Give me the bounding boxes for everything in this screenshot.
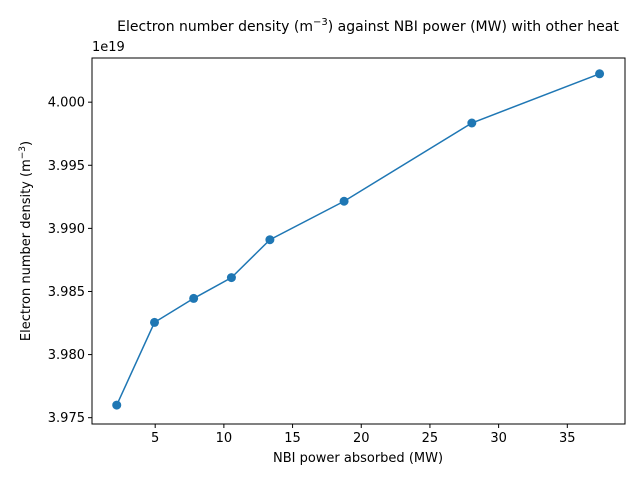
x-tick-label: 35: [559, 431, 576, 446]
chart-title-exponent: −3: [313, 17, 328, 28]
y-axis-label: Electron number density (m−3): [18, 141, 34, 341]
x-tick-label: 25: [422, 431, 439, 446]
data-point: [595, 69, 605, 79]
x-tick-label: 15: [284, 431, 301, 446]
y-axis-label-suffix: ): [19, 141, 34, 146]
data-point: [265, 235, 275, 245]
chart-title-suffix: ) against NBI power (MW) with other heat: [328, 19, 620, 35]
y-axis: 3.975 3.980 3.985 3.990 3.995 4.000: [48, 96, 92, 426]
plot-area: [91, 57, 626, 425]
y-axis-label-prefix: Electron number density (m: [19, 159, 34, 341]
x-tick-label: 5: [151, 431, 159, 446]
x-tick-label: 30: [490, 431, 507, 446]
y-tick-label: 3.990: [48, 222, 85, 237]
y-offset-label: 1e19: [92, 40, 125, 55]
y-axis-label-exponent: −3: [18, 146, 28, 159]
y-tick-label: 3.985: [48, 285, 85, 300]
series-line: [116, 73, 600, 406]
chart-title: Electron number density (m−3) against NB…: [117, 17, 619, 35]
x-tick-label: 10: [216, 431, 233, 446]
y-tick-label: 3.980: [48, 348, 85, 363]
data-point: [339, 196, 349, 206]
x-tick-label: 20: [353, 431, 370, 446]
data-point: [112, 400, 122, 410]
data-point: [189, 293, 199, 303]
x-axis-label: NBI power absorbed (MW): [273, 451, 443, 466]
y-tick-label: 4.000: [48, 96, 85, 111]
y-tick-label: 3.995: [48, 159, 85, 174]
data-point: [150, 317, 160, 327]
data-point: [467, 118, 477, 128]
series-layer: [112, 69, 605, 410]
chart-title-prefix: Electron number density (m: [117, 19, 313, 35]
x-axis: 5 10 15 20 25 30 35: [151, 424, 576, 446]
data-point: [226, 273, 236, 283]
y-tick-label: 3.975: [48, 411, 85, 426]
